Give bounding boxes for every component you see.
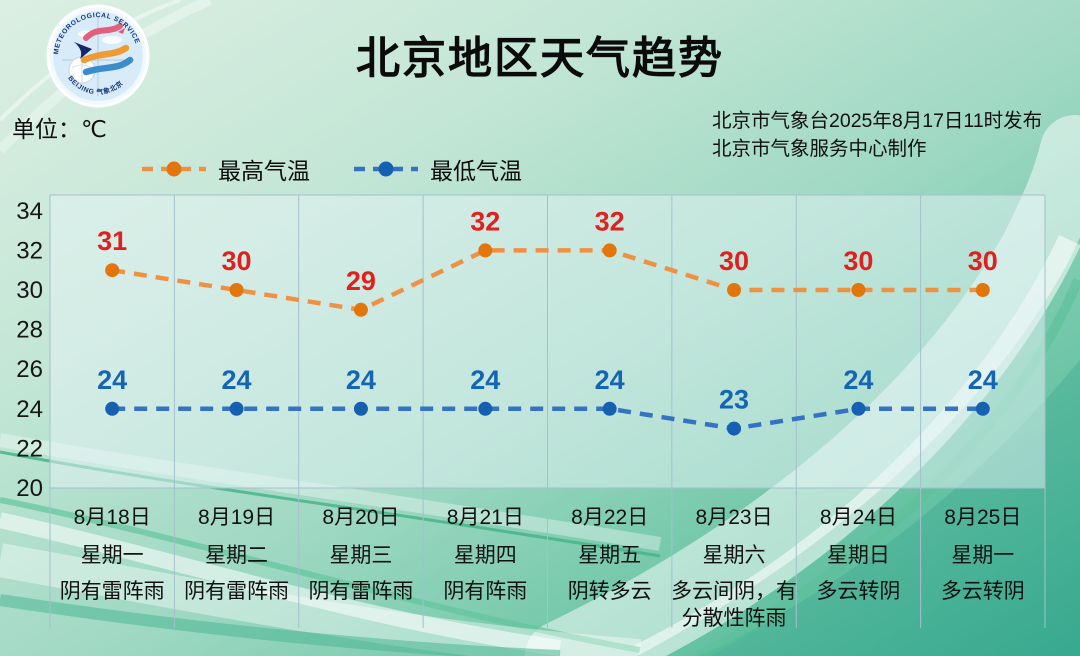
page-title: 北京地区天气趋势 xyxy=(356,34,724,83)
weather-label: 阴有雷阵雨 xyxy=(308,580,413,603)
low-temp-swatch-icon xyxy=(354,161,418,177)
high-temp-value-label: 30 xyxy=(719,246,749,276)
date-label: 8月18日 xyxy=(74,506,151,529)
y-axis-tick: 34 xyxy=(16,198,43,225)
weather-label: 阴有雷阵雨 xyxy=(60,580,165,603)
weekday-label: 星期三 xyxy=(329,544,392,567)
weekday-label: 星期四 xyxy=(454,544,517,567)
high-temp-value-label: 30 xyxy=(222,246,252,276)
low-temp-point xyxy=(478,401,493,416)
y-axis-tick: 24 xyxy=(16,396,43,423)
weekday-label: 星期日 xyxy=(827,544,890,567)
low-temp-point xyxy=(727,421,742,436)
high-temp-point xyxy=(105,263,120,278)
high-temp-point xyxy=(353,302,368,317)
high-temp-point xyxy=(727,283,742,297)
low-temp-point xyxy=(602,401,617,416)
low-temp-value-label: 24 xyxy=(222,365,252,395)
weather-label: 阴有雷阵雨 xyxy=(184,580,289,603)
date-label: 8月19日 xyxy=(198,506,275,529)
swallow-icon xyxy=(74,42,92,59)
legend-item-high: 最高气温 xyxy=(140,152,310,186)
weather-label: 分散性阵雨 xyxy=(682,607,787,630)
blue-ribbon-icon xyxy=(82,56,134,76)
high-temp-value-label: 31 xyxy=(97,226,127,256)
high-temp-point xyxy=(602,243,617,258)
y-axis-tick: 20 xyxy=(16,475,43,502)
legend-item-low: 最低气温 xyxy=(352,152,522,186)
legend-high-label: 最高气温 xyxy=(218,158,310,184)
high-temp-value-label: 30 xyxy=(843,246,873,276)
high-temp-value-label: 32 xyxy=(595,206,625,236)
low-temp-value-label: 24 xyxy=(346,365,376,395)
low-temp-point xyxy=(353,401,368,416)
weekday-label: 星期一 xyxy=(81,544,144,567)
high-temp-value-label: 30 xyxy=(968,246,998,276)
publish-line: 北京市气象台2025年8月17日11时发布 xyxy=(712,110,1043,132)
weekday-label: 星期二 xyxy=(205,544,268,567)
date-label: 8月25日 xyxy=(944,506,1021,529)
low-temp-point xyxy=(229,401,244,416)
unit-label: 单位：℃ xyxy=(12,116,107,142)
legend-low-label: 最低气温 xyxy=(430,158,522,184)
low-temp-point xyxy=(975,401,990,416)
low-temp-line xyxy=(112,406,983,431)
low-temp-point xyxy=(851,401,866,416)
low-temp-value-label: 24 xyxy=(843,365,873,395)
weather-label: 阴转多云 xyxy=(568,580,652,603)
low-temp-value-label: 24 xyxy=(595,365,625,395)
high-temp-point xyxy=(975,283,990,297)
y-axis-tick: 26 xyxy=(16,356,43,383)
y-axis-tick: 32 xyxy=(16,237,43,264)
low-temp-value-label: 24 xyxy=(470,365,500,395)
weekday-label: 星期六 xyxy=(703,544,766,567)
beijing-meteorological-logo: METEOROLOGICAL SERVICE BEIJING 气象北京 xyxy=(46,4,150,108)
weather-label: 多云转阴 xyxy=(816,580,900,603)
pink-ribbon-icon xyxy=(83,23,123,41)
publisher-info: 北京市气象台2025年8月17日11时发布 北京市气象服务中心制作 xyxy=(712,107,1042,163)
small-bird-icon xyxy=(118,28,125,34)
date-label: 8月24日 xyxy=(820,506,897,529)
y-axis-tick: 28 xyxy=(16,317,43,344)
high-temp-swatch-icon xyxy=(142,161,206,177)
weather-label: 多云转阴 xyxy=(941,580,1025,603)
date-label: 8月22日 xyxy=(571,506,648,529)
high-temp-value-label: 29 xyxy=(346,266,376,296)
high-temp-point xyxy=(478,243,493,258)
date-label: 8月21日 xyxy=(447,506,524,529)
low-temp-point xyxy=(105,401,120,416)
producer-line: 北京市气象服务中心制作 xyxy=(712,138,927,160)
weekday-label: 星期一 xyxy=(951,544,1014,567)
chart-legend: 最高气温 最低气温 xyxy=(140,152,522,186)
weather-label: 多云间阴，有 xyxy=(671,580,797,603)
high-temp-point xyxy=(229,283,244,297)
y-axis-tick: 22 xyxy=(16,435,43,462)
high-temp-point xyxy=(851,283,866,297)
y-axis-tick: 30 xyxy=(16,277,43,304)
high-temp-line xyxy=(111,248,983,313)
date-label: 8月23日 xyxy=(696,506,773,529)
low-temp-value-label: 24 xyxy=(968,365,998,395)
low-temp-value-label: 23 xyxy=(719,385,749,415)
weather-label: 阴有阵雨 xyxy=(443,580,527,603)
high-temp-value-label: 32 xyxy=(470,206,500,236)
date-label: 8月20日 xyxy=(322,506,399,529)
low-temp-value-label: 24 xyxy=(97,365,127,395)
weekday-label: 星期五 xyxy=(578,544,641,567)
orange-ribbon-icon xyxy=(80,44,130,64)
